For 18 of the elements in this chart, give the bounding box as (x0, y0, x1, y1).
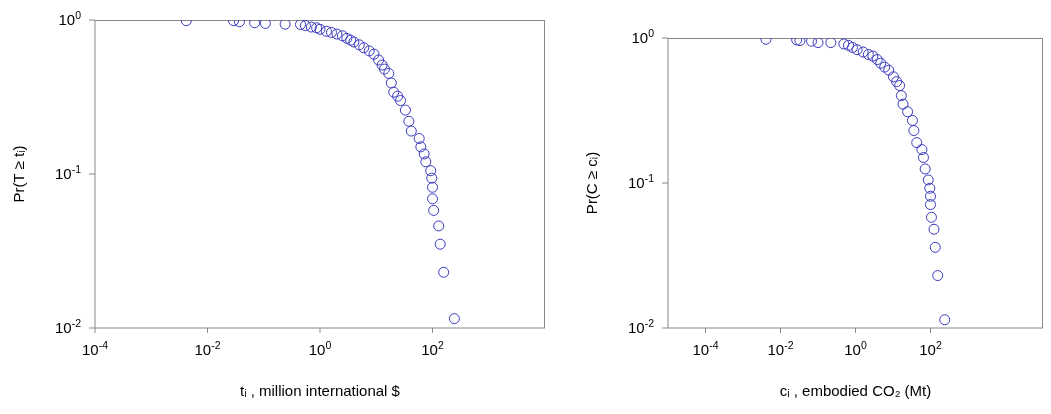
y-tick-label: 10$^{0}$ (58, 9, 82, 28)
y-tick-label: 10$^{0}$ (631, 27, 655, 46)
y-tick-label: 10$^{-1}$ (54, 163, 82, 182)
x-tick-label: 10$^{-2}$ (767, 339, 794, 358)
x-axis-title: cᵢ , embodied CO₂ (Mt) (779, 382, 932, 399)
x-tick-label: 10$^{2}$ (421, 339, 444, 358)
x-tick-label: 10$^{0}$ (308, 339, 332, 358)
y-axis-title: Pr(C ≥ cᵢ) (582, 151, 600, 215)
y-axis-title: Pr(T ≥ tᵢ) (9, 145, 27, 203)
x-tick-label: 10$^{-4}$ (81, 339, 109, 358)
y-tick-label: 10$^{-2}$ (54, 317, 82, 336)
x-tick-label: 10$^{2}$ (919, 339, 942, 358)
y-tick-label: 10$^{-1}$ (627, 172, 655, 191)
x-tick-label: 10$^{0}$ (844, 339, 867, 358)
x-tick-label: 10$^{-2}$ (194, 339, 221, 358)
y-tick-label: 10$^{-2}$ (627, 317, 655, 336)
x-tick-label: 10$^{-4}$ (692, 339, 719, 358)
x-axis-title: tᵢ , million international $ (240, 382, 400, 399)
